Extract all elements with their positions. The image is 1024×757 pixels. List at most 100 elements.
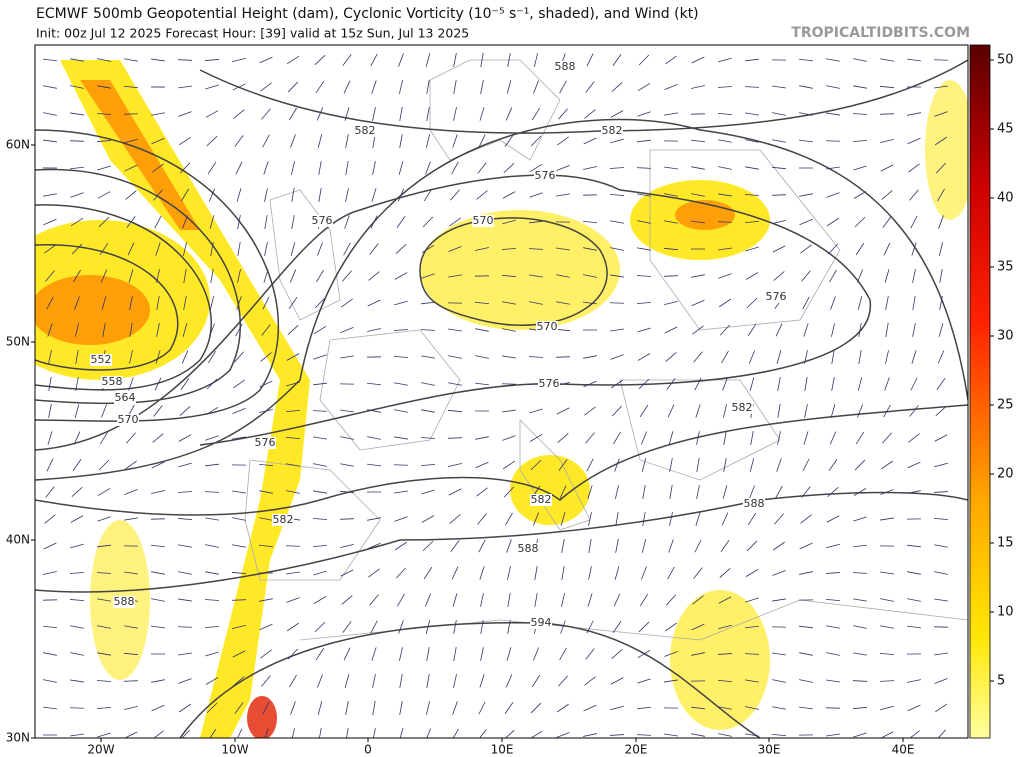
wind-barb (611, 649, 623, 659)
wind-barb (533, 80, 539, 94)
wind-barb (667, 404, 675, 418)
wind-barb (153, 405, 163, 417)
wind-barb (799, 218, 813, 226)
wind-barb (152, 163, 164, 173)
contour-label-bg (472, 215, 494, 227)
wind-barb (528, 248, 544, 250)
wind-barb (718, 733, 732, 737)
wind-barb (178, 544, 192, 548)
wind-barb (798, 58, 814, 62)
wind-barb (691, 220, 705, 224)
wind-barb (97, 516, 111, 522)
wind-barb (857, 404, 863, 418)
wind-barb (123, 680, 139, 682)
wind-barb (74, 323, 80, 337)
wind-barb (585, 432, 595, 444)
wind-barb (665, 55, 677, 65)
wind-barb (398, 80, 404, 94)
wind-barb (340, 409, 354, 413)
wind-barb (718, 139, 732, 143)
contour-label-bg (731, 402, 753, 414)
lon-label: 30E (758, 743, 781, 757)
contour-label: 576 (535, 169, 556, 182)
wind-barb (124, 164, 138, 172)
wind-barb (826, 112, 840, 116)
wind-barb (345, 161, 349, 175)
wind-barb (695, 512, 701, 526)
wind-barb (340, 327, 354, 333)
wind-barb (638, 621, 650, 633)
wind-barb (693, 351, 703, 363)
wind-barb (237, 242, 241, 256)
wind-barb (183, 269, 187, 283)
wind-barb (585, 648, 595, 660)
wind-barb (744, 86, 760, 88)
wind-barb (802, 296, 810, 310)
wind-barb (639, 593, 649, 607)
wind-barb (723, 404, 727, 418)
wind-barb (178, 136, 192, 146)
wind-barb (933, 491, 949, 493)
wind-barb (478, 134, 486, 148)
wind-barb (340, 355, 354, 359)
wind-barb (156, 296, 160, 310)
wind-barb (424, 593, 432, 607)
wind-barb (260, 649, 272, 659)
wind-barb (830, 296, 836, 310)
wind-barb (852, 572, 868, 574)
contour-label-bg (538, 378, 560, 390)
wind-barb (665, 622, 677, 632)
wind-barb (556, 407, 570, 415)
wind-barb (70, 192, 84, 198)
wind-barb (858, 323, 862, 337)
wind-barb (264, 188, 268, 202)
wind-barb (124, 139, 138, 143)
wind-barb (263, 161, 269, 175)
wind-barb (718, 247, 732, 251)
wind-barb (291, 728, 295, 738)
wind-barb (880, 517, 894, 521)
wind-barb (371, 80, 377, 94)
wind-barb (478, 539, 486, 553)
wind-barb (205, 110, 219, 118)
wind-barb (177, 491, 193, 493)
wind-barb (852, 706, 868, 710)
wind-barb (856, 269, 864, 283)
wind-barb (826, 625, 840, 629)
wind-barb (695, 404, 701, 418)
wind-barb (557, 433, 569, 443)
wind-barb (749, 377, 755, 391)
wind-barb (208, 188, 216, 202)
wind-barb (205, 544, 219, 548)
wind-barb (396, 216, 406, 228)
wind-barb (534, 593, 538, 607)
wind-barb (504, 702, 514, 714)
wind-barb (583, 301, 597, 305)
wind-barb (205, 677, 219, 685)
contour-label: 570 (118, 413, 139, 426)
wind-barb (371, 647, 377, 661)
wind-barb (69, 140, 85, 142)
wind-barb (43, 571, 57, 575)
wind-barb (475, 328, 489, 332)
wind-barb (318, 188, 322, 202)
wind-barb (777, 431, 781, 445)
wind-barb (286, 381, 300, 387)
wind-barb (829, 431, 837, 445)
wind-barb (556, 247, 570, 251)
wind-barb (663, 275, 679, 277)
wind-barb (826, 679, 840, 683)
wind-barb (126, 216, 136, 228)
contour-label-bg (272, 514, 294, 526)
wind-barb (907, 704, 921, 712)
wind-barb (181, 350, 189, 364)
wind-barb (639, 404, 649, 418)
wind-barb (826, 166, 840, 170)
wind-barb (907, 461, 921, 469)
wind-barb (641, 539, 647, 553)
wind-barb (853, 58, 867, 62)
wind-barb (560, 512, 566, 526)
wind-barb (664, 679, 678, 683)
wind-barb (610, 138, 624, 144)
wind-barb (938, 215, 944, 229)
